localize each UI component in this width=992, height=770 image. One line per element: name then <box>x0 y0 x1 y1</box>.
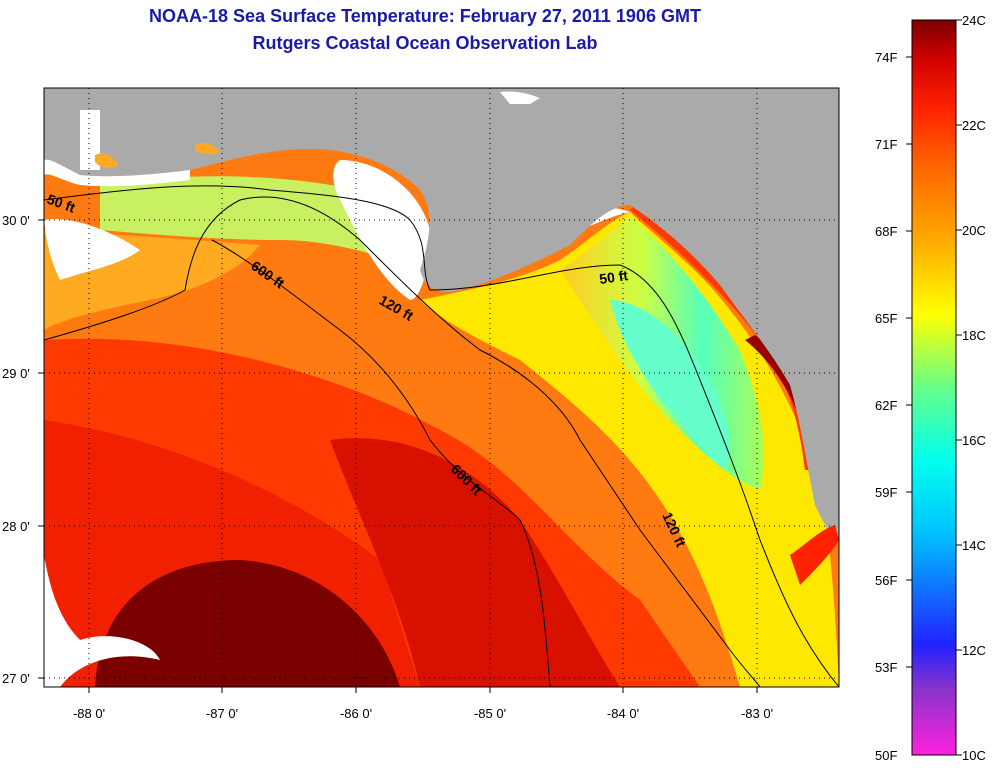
colorbar-c-label: 20C <box>962 223 986 238</box>
colorbar-f-label: 56F <box>875 573 897 588</box>
colorbar-c-label: 14C <box>962 538 986 553</box>
lat-label: 30 0' <box>2 213 30 228</box>
contour-50ft <box>44 185 839 687</box>
colorbar-c-label: 16C <box>962 433 986 448</box>
colorbar-c-label: 22C <box>962 118 986 133</box>
colorbar-f-label: 53F <box>875 660 897 675</box>
contour-120ft <box>44 196 761 687</box>
coolest-water-region <box>610 300 730 470</box>
lat-label: 29 0' <box>2 366 30 381</box>
colorbar-c-label: 12C <box>962 643 986 658</box>
colorbar-f-label: 65F <box>875 311 897 326</box>
colorbar-ticks <box>906 19 962 756</box>
shelf-yellow-region <box>420 212 839 687</box>
colorbar-f-label: 68F <box>875 224 897 239</box>
colorbar-f-label: 74F <box>875 50 897 65</box>
map-frame <box>43 87 840 688</box>
lat-label: 28 0' <box>2 519 30 534</box>
colorbar-f-label: 50F <box>875 748 897 763</box>
lon-label: -83 0' <box>741 706 773 721</box>
cloud-apalachee <box>333 160 430 300</box>
lon-label: -85 0' <box>474 706 506 721</box>
bay-warm-patch <box>95 153 118 168</box>
cloud-sw <box>44 555 160 687</box>
lon-label: -84 0' <box>607 706 639 721</box>
colorbar-f-label: 71F <box>875 137 897 152</box>
colorbar-c-label: 18C <box>962 328 986 343</box>
inland-cloud <box>500 91 540 104</box>
colorbar <box>911 19 957 756</box>
colorbar-c-label: 10C <box>962 748 986 763</box>
colorbar-f-label: 62F <box>875 398 897 413</box>
land-mass <box>44 88 839 540</box>
cloud-nw <box>44 219 140 280</box>
coastal-warm-fringe <box>630 200 820 470</box>
colorbar-f-label: 59F <box>875 485 897 500</box>
bay-warm-patch <box>195 142 220 155</box>
lon-label: -87 0' <box>206 706 238 721</box>
warm-tongue <box>330 438 620 687</box>
chart-title: NOAA-18 Sea Surface Temperature: Februar… <box>149 6 701 26</box>
map-ticks <box>38 219 758 693</box>
lon-label: -88 0' <box>73 706 105 721</box>
colorbar-c-label: 24C <box>962 13 986 28</box>
lat-label: 27 0' <box>2 671 30 686</box>
contour-label-50ft-east: 50 ft <box>598 267 629 287</box>
contour-600ft <box>211 239 551 687</box>
tampa-bay-warm <box>790 525 839 585</box>
bathymetry-contours <box>44 185 839 687</box>
loop-current-pool <box>95 560 400 687</box>
lon-label: -86 0' <box>340 706 372 721</box>
map-plot-area: 50 ft 120 ft 600 ft 50 ft 120 ft 600 ft <box>44 88 839 687</box>
chart-subtitle: Rutgers Coastal Ocean Observation Lab <box>252 33 598 53</box>
coastal-white-nw <box>44 159 190 187</box>
